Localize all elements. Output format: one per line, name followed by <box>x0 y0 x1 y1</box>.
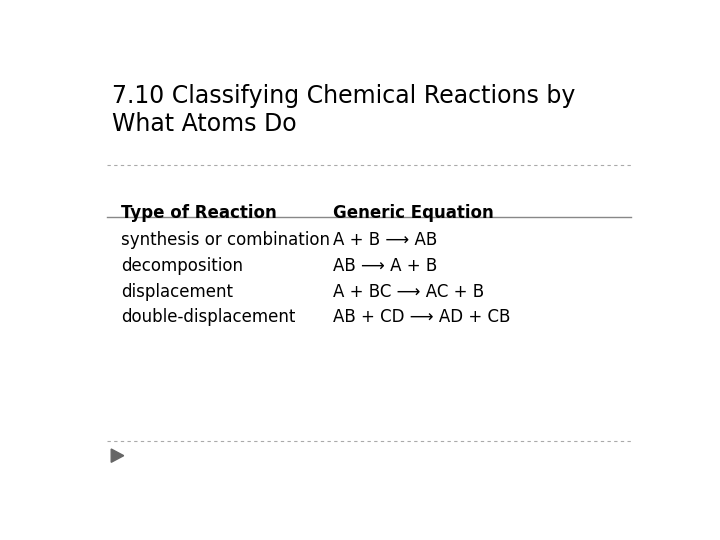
Text: A + BC ⟶ AC + B: A + BC ⟶ AC + B <box>333 282 484 301</box>
Text: decomposition: decomposition <box>121 257 243 275</box>
Text: synthesis or combination: synthesis or combination <box>121 231 330 249</box>
Text: A + B ⟶ AB: A + B ⟶ AB <box>333 231 437 249</box>
Text: Generic Equation: Generic Equation <box>333 204 493 222</box>
Text: AB + CD ⟶ AD + CB: AB + CD ⟶ AD + CB <box>333 308 510 327</box>
Text: double-displacement: double-displacement <box>121 308 295 327</box>
Text: Type of Reaction: Type of Reaction <box>121 204 276 222</box>
Polygon shape <box>111 449 124 462</box>
Text: displacement: displacement <box>121 282 233 301</box>
Text: AB ⟶ A + B: AB ⟶ A + B <box>333 257 437 275</box>
Text: 7.10 Classifying Chemical Reactions by
What Atoms Do: 7.10 Classifying Chemical Reactions by W… <box>112 84 576 136</box>
